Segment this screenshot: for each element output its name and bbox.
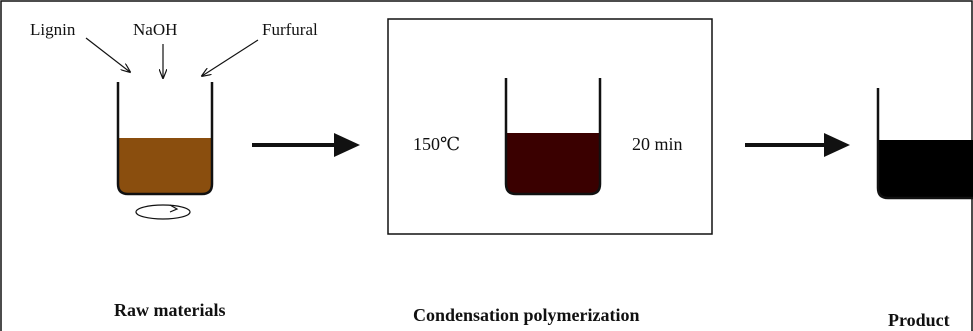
- condensation-beaker-outline: [504, 78, 602, 196]
- raw-beaker-outline: [116, 82, 214, 196]
- raw-materials-caption: Raw materials: [114, 300, 225, 320]
- product-beaker-outline: [876, 88, 973, 200]
- product-beaker: [876, 88, 973, 200]
- lignin-arrow: [85, 37, 130, 72]
- product-liquid: [878, 140, 973, 198]
- naoh-label: NaOH: [133, 20, 177, 39]
- product-caption: Product: [888, 310, 950, 330]
- temperature-label: 150℃: [413, 134, 460, 154]
- furfural-arrow: [202, 39, 259, 76]
- time-label: 20 min: [632, 134, 683, 154]
- condensation-box: [387, 18, 713, 235]
- condensation-beaker: [504, 78, 602, 196]
- condensation-caption: Condensation polymerization: [413, 305, 640, 325]
- raw-liquid: [118, 138, 212, 194]
- lignin-label: Lignin: [30, 20, 76, 39]
- furfural-label: Furfural: [262, 20, 318, 39]
- process-arrow-1: [252, 133, 360, 157]
- stirring-icon: [135, 204, 191, 220]
- process-arrow-2: [745, 133, 850, 157]
- raw-materials-beaker: [116, 82, 214, 196]
- polymer-liquid: [506, 133, 600, 194]
